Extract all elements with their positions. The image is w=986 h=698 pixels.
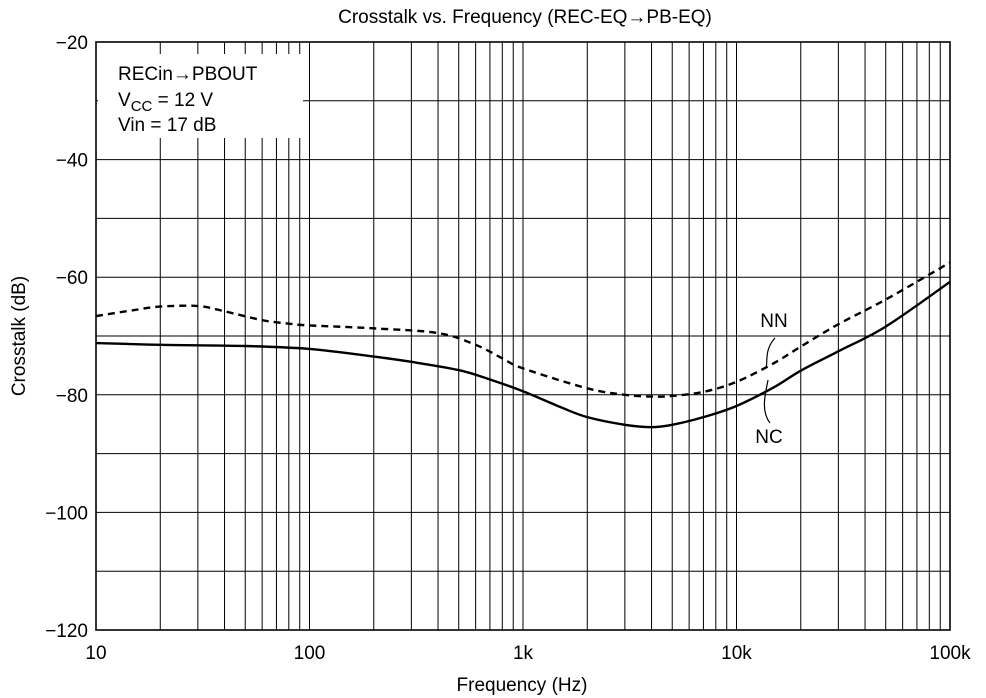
series-line-nc (95, 280, 951, 429)
series-line-nn (95, 261, 951, 398)
grid-lines (96, 42, 950, 630)
x-tick-label: 10 (85, 643, 106, 664)
series-label-nn: NN (760, 311, 787, 332)
y-tick-label: −120 (45, 621, 88, 642)
y-axis-label: Crosstalk (dB) (9, 276, 30, 396)
x-tick-label: 1k (513, 643, 534, 664)
series-label-nn-leader (765, 337, 776, 369)
series-label-nc-leader (763, 379, 771, 424)
annotation-line-1: RECin→PBOUT (118, 64, 258, 85)
y-tick-label: −60 (56, 268, 88, 289)
plot-frame (95, 41, 951, 631)
y-tick-label: −20 (56, 33, 88, 54)
x-tick-label: 100 (294, 643, 326, 664)
y-tick-label: −80 (56, 386, 88, 407)
conditions-annotation: RECin→PBOUT VCC = 12 V Vin = 17 dB (98, 54, 303, 138)
y-tick-label: −40 (56, 151, 88, 172)
series-lines (95, 261, 951, 429)
chart-title: Crosstalk vs. Frequency (REC-EQ→PB-EQ) (338, 7, 712, 28)
series-label-nc: NC (755, 427, 782, 448)
x-tick-label: 10k (721, 643, 752, 664)
series-labels: NN NC (755, 311, 787, 448)
annotation-line-3: Vin = 17 dB (118, 115, 216, 136)
x-axis-label: Frequency (Hz) (457, 675, 588, 696)
y-tick-labels: −20 −40 −60 −80 −100 −120 (45, 33, 88, 642)
annotation-line-2: VCC = 12 V (118, 90, 213, 115)
y-tick-label: −100 (45, 503, 88, 524)
x-tick-labels: 10 100 1k 10k 100k (85, 643, 971, 664)
x-tick-label: 100k (929, 643, 971, 664)
